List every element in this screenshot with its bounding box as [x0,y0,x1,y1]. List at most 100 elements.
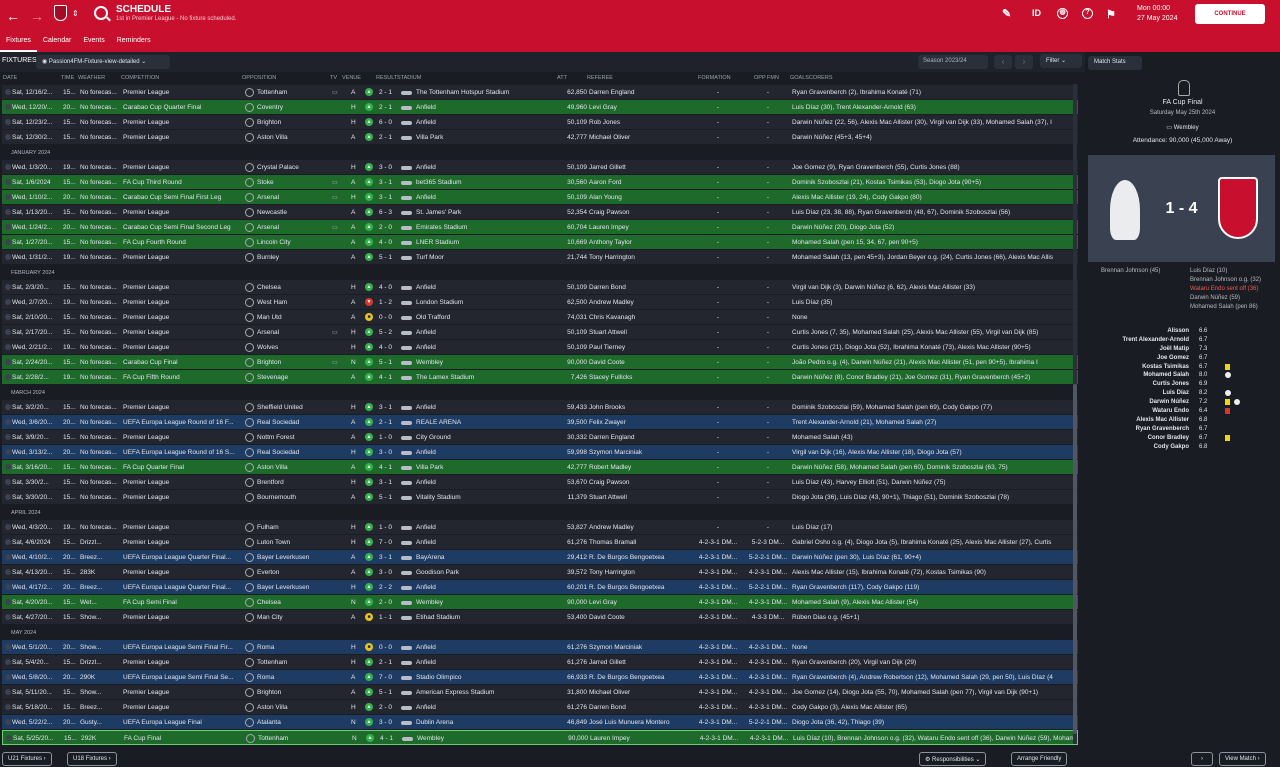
row-select-icon[interactable] [5,119,11,125]
cell-ref[interactable]: Jarred Gillett [589,164,626,171]
cell-stadium[interactable]: Anfield [416,404,436,411]
cell-opp[interactable]: Lincoln City [257,239,291,246]
fixture-row[interactable]: ▲ Sat, 12/16/2... 15... No forecas... Premie… [2,85,1078,100]
cell-stadium[interactable]: Goodison Park [416,569,459,576]
cell-stadium[interactable]: Anfield [416,584,436,591]
cell-comp[interactable]: Carabao Cup Semi Final Second Leg [123,224,231,231]
row-select-icon[interactable] [5,569,11,575]
row-select-icon[interactable] [5,644,11,650]
row-select-icon[interactable] [5,329,11,335]
fixture-row[interactable]: ▼ Wed, 2/7/20... 19... No forecas... Premier… [2,295,1078,310]
fixture-row[interactable]: ▲ Wed, 5/22/2... 20... Gusty... UEFA Europa … [2,715,1078,730]
cell-stadium[interactable]: Villa Park [416,464,444,471]
fixture-row[interactable]: ▲ Sat, 4/13/20... 15... 283K Premier League E… [2,565,1078,580]
fixture-row[interactable]: ■ Wed, 5/1/20... 20... Show... UEFA Europa L… [2,640,1078,655]
col-stadium[interactable]: STADIUM [397,75,422,81]
cell-opp[interactable]: Real Sociedad [257,419,300,426]
cell-ref[interactable]: Tony Harrington [589,254,635,261]
cell-stadium[interactable]: Emirates Stadium [416,224,468,231]
cell-ref[interactable]: Robert Madley [589,464,632,471]
row-select-icon[interactable] [5,479,11,485]
fixture-row[interactable]: ▲ Wed, 5/8/20... 20... 290K UEFA Europa Leag… [2,670,1078,685]
fixture-row[interactable]: ▲ Sat, 5/18/20... 15... Breez... Premier Lea… [2,700,1078,715]
cell-opp[interactable]: Real Sociedad [257,449,300,456]
cell-stadium[interactable]: American Express Stadium [416,689,495,696]
cell-ref[interactable]: Aaron Ford [589,179,622,186]
cell-stadium[interactable]: Villa Park [416,134,444,141]
cell-ref[interactable]: Stuart Attwell [589,329,627,336]
cell-comp[interactable]: FA Cup Quarter Final [123,464,185,471]
cell-stadium[interactable]: BayArena [416,554,445,561]
cell-stadium[interactable]: LNER Stadium [416,239,459,246]
cell-ref[interactable]: Szymon Marciniak [589,449,643,456]
fixture-row[interactable]: ▲ Sat, 1/6/2024 15... No forecas... FA Cup T… [2,175,1078,190]
cell-opp[interactable]: Atalanta [257,719,281,726]
rating-row[interactable]: Mohamed Salah 8.0 [1085,372,1280,381]
help-icon[interactable]: ? [1082,8,1093,19]
rating-row[interactable]: Joël Matip 7.3 [1085,346,1280,355]
row-select-icon[interactable] [5,179,11,185]
cell-stadium[interactable]: Anfield [416,194,436,201]
u18-fixtures-button[interactable]: U18 Fixtures › [67,752,117,766]
cell-ref[interactable]: Michael Oliver [589,689,631,696]
cell-stadium[interactable]: City Ground [416,434,451,441]
rating-row[interactable]: Curtis Jones 6.9 [1085,381,1280,390]
cell-ref[interactable]: R. De Burgos Bengoetxea [589,674,665,681]
cell-opp[interactable]: Burnley [257,254,280,261]
cell-ref[interactable]: Michael Oliver [589,134,631,141]
row-select-icon[interactable] [5,449,11,455]
fixture-row[interactable]: ▲ Sat, 3/30/20... 15... No forecas... Premie… [2,490,1078,505]
row-select-icon[interactable] [5,284,11,290]
fixture-row[interactable]: ▲ Sat, 5/11/20... 15... Show... Premier Leag… [2,685,1078,700]
fixture-row[interactable]: ▲ Sat, 3/30/2... 15... No forecas... Premier… [2,475,1078,490]
cell-opp[interactable]: Fulham [257,524,279,531]
cell-ref[interactable]: Andrew Madley [589,524,634,531]
cell-opp[interactable]: Bournemouth [257,494,297,501]
rating-row[interactable]: Ryan Gravenberch 6.7 [1085,426,1280,435]
fixture-row[interactable]: ▲ Sat, 3/16/20... 15... No forecas... FA Cup… [2,460,1078,475]
view-selector[interactable]: ◉ Passion4FM-Fixture-view-detailed ⌄ [36,55,170,69]
col-goalscorers[interactable]: GOALSCORERS [790,75,833,81]
cell-stadium[interactable]: Stadio Olimpico [416,674,462,681]
cell-stadium[interactable]: Anfield [416,659,436,666]
filter-button[interactable]: Filter ⌄ [1040,54,1082,68]
fixture-row[interactable]: ▲ Sat, 2/28/2... 19... No forecas... FA Cup … [2,370,1078,385]
cell-opp[interactable]: Tottenham [258,735,289,742]
cell-stadium[interactable]: Anfield [416,104,436,111]
cell-comp[interactable]: UEFA Europa League Semi Final Fir... [123,644,233,651]
fixture-row[interactable]: ▲ Sat, 12/30/2... 15... No forecas... Premie… [2,130,1078,145]
cell-ref[interactable]: Alan Young [589,194,622,201]
cell-opp[interactable]: Sheffield United [257,404,303,411]
cell-comp[interactable]: Carabao Cup Final [123,359,178,366]
cell-comp[interactable]: Premier League [123,209,170,216]
cell-opp[interactable]: Tottenham [257,89,288,96]
id-button[interactable]: ID [1032,8,1041,18]
cell-stadium[interactable]: Anfield [416,524,436,531]
cell-ref[interactable]: Lauren Impey [590,735,630,742]
row-select-icon[interactable] [5,239,11,245]
cell-ref[interactable]: Rob Jones [589,119,621,126]
cell-ref[interactable]: Craig Pawson [589,209,630,216]
row-select-icon[interactable] [5,299,11,305]
season-selector[interactable]: Season 2023/24 [918,55,988,69]
row-select-icon[interactable] [5,314,11,320]
fixture-row[interactable]: ▲ Wed, 12/20/... 20... No forecas... Carabao… [2,100,1078,115]
cell-comp[interactable]: Premier League [123,479,170,486]
cell-ref[interactable]: Jarred Gillett [589,659,626,666]
fixture-row[interactable]: ▲ Wed, 1/10/2... 20... No forecas... Carabao… [2,190,1078,205]
u21-fixtures-button[interactable]: U21 Fixtures › [2,752,52,766]
tab-events[interactable]: Events [83,37,105,44]
cell-opp[interactable]: Nottm Forest [257,434,295,441]
cell-stadium[interactable]: Dublin Arena [416,719,454,726]
row-select-icon[interactable] [5,344,11,350]
cell-ref[interactable]: Darren Bond [589,704,626,711]
fixture-row[interactable]: ▲ Sat, 3/2/20... 15... No forecas... Premier… [2,400,1078,415]
rating-row[interactable]: Wataru Endo 6.4 [1085,408,1280,417]
globe-icon[interactable]: ◍ [1057,8,1068,19]
row-select-icon[interactable] [5,404,11,410]
cell-comp[interactable]: UEFA Europa League Semi Final Se... [123,674,234,681]
fixture-row[interactable]: ■ Sat, 2/10/20... 15... No forecas... Premie… [2,310,1078,325]
cell-stadium[interactable]: London Stadium [416,299,464,306]
cell-stadium[interactable]: Anfield [416,704,436,711]
cell-comp[interactable]: Premier League [123,539,170,546]
